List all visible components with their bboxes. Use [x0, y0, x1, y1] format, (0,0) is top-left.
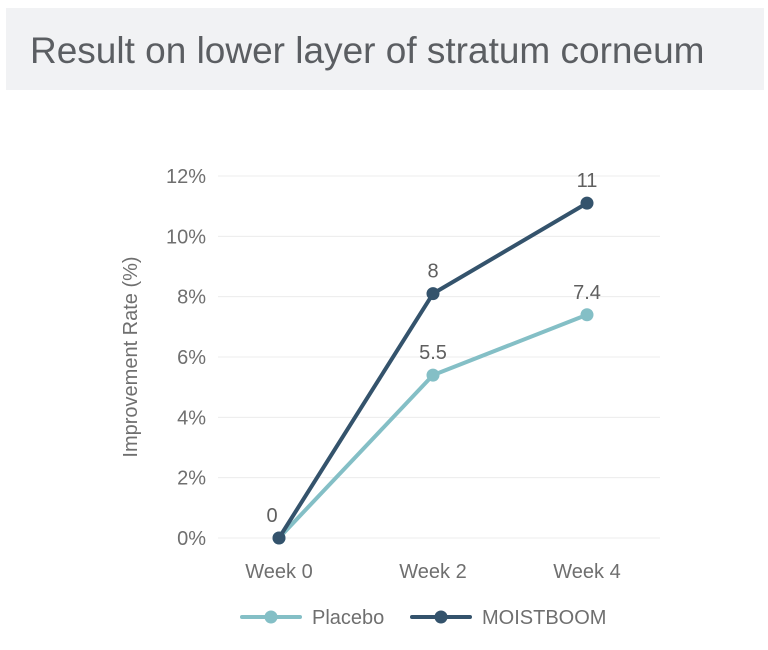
data-point-moistboom — [426, 287, 440, 301]
data-point-placebo — [580, 308, 594, 322]
gridlines — [218, 175, 660, 539]
y-axis-title: Improvement Rate (%) — [120, 256, 142, 457]
y-tick-label: 10% — [166, 226, 206, 248]
legend-label-placebo: Placebo — [312, 607, 384, 629]
axes: 0% 2% 4% 6% 8% 10% 12% Improvement Rate (%) Week… — [120, 166, 621, 583]
x-tick-label: Week 2 — [399, 561, 466, 583]
x-tick-label: Week 0 — [245, 561, 312, 583]
data-label: 5.5 — [419, 342, 447, 364]
y-tick-label: 6% — [177, 347, 206, 369]
data-label: 8 — [427, 261, 438, 283]
data-labels: 5.5 7.4 0 8 11 — [266, 170, 600, 527]
y-tick-label: 4% — [177, 407, 206, 429]
y-tick-label: 12% — [166, 166, 206, 188]
x-tick-label: Week 4 — [553, 561, 620, 583]
legend-label-moistboom: MOISTBOOM — [482, 607, 606, 629]
y-tick-label: 0% — [177, 528, 206, 550]
data-label: 0 — [266, 505, 277, 527]
data-point-moistboom — [580, 196, 594, 210]
legend: Placebo MOISTBOOM — [240, 607, 606, 629]
data-point-placebo — [426, 368, 440, 382]
y-tick-label: 2% — [177, 468, 206, 490]
y-tick-label: 8% — [177, 287, 206, 309]
series-lines — [272, 196, 594, 545]
chart-title: Result on lower layer of stratum corneum — [30, 30, 705, 71]
legend-swatch-marker — [434, 610, 448, 624]
title-banner: Result on lower layer of stratum corneum — [6, 8, 764, 90]
data-label: 11 — [577, 170, 598, 192]
legend-swatch-marker — [264, 610, 278, 624]
data-label: 7.4 — [573, 282, 601, 304]
data-point-moistboom — [272, 531, 286, 545]
